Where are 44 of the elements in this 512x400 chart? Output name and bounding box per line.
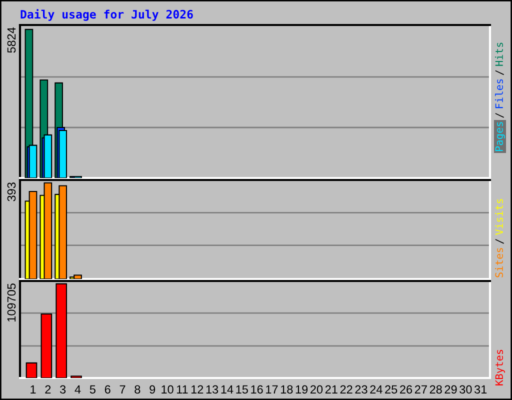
x-tick-label: 24 <box>370 385 382 394</box>
x-tick-label: 13 <box>206 385 218 394</box>
x-tick-label: 25 <box>385 385 398 394</box>
x-tick-label: 10 <box>162 385 174 394</box>
text: 393 <box>7 182 16 202</box>
text: / <box>495 112 504 118</box>
x-tick-label: 3 <box>60 385 66 394</box>
text: / <box>495 70 504 76</box>
text: / <box>495 238 504 244</box>
x-tick-label: 27 <box>414 385 427 394</box>
text: 109705 <box>7 283 16 322</box>
x-tick-label: 2 <box>45 385 51 394</box>
x-tick-label: 17 <box>266 385 278 394</box>
x-tick-label: 30 <box>460 385 472 394</box>
x-tick-label: 15 <box>236 385 248 394</box>
x-tick-label: 23 <box>355 385 368 394</box>
x-tick-label: 19 <box>296 385 308 394</box>
x-tick-label: 16 <box>251 385 263 394</box>
x-tick-label: 6 <box>104 385 110 394</box>
x-tick-label: 9 <box>150 385 156 394</box>
text: Visits <box>495 199 504 235</box>
x-tick-label: 20 <box>310 385 323 394</box>
x-tick-label: 7 <box>120 385 126 394</box>
text: Pages <box>495 122 505 152</box>
text: Sites <box>495 248 504 278</box>
text: Files <box>495 79 504 108</box>
x-tick-label: 4 <box>74 385 81 394</box>
x-tick-label: 21 <box>325 385 338 394</box>
text: KBytes <box>495 350 505 386</box>
x-tick-label: 8 <box>134 385 140 394</box>
x-tick-label: 5 <box>90 385 96 394</box>
x-tick-label: 14 <box>221 385 234 394</box>
x-tick-label: 11 <box>176 385 188 394</box>
x-tick-label: 12 <box>191 385 204 394</box>
x-tick-label: 29 <box>444 385 457 394</box>
chart-title: Daily usage for July 2026 <box>20 9 193 21</box>
text: Hits <box>495 42 504 66</box>
x-tick-label: 26 <box>400 385 412 394</box>
x-tick-label: 22 <box>340 385 352 394</box>
x-tick-label: 1 <box>30 385 36 394</box>
text: 5824 <box>7 27 16 53</box>
x-tick-label: 28 <box>430 385 442 394</box>
x-tick-label: 18 <box>280 385 293 394</box>
x-tick-label: 31 <box>474 385 487 394</box>
